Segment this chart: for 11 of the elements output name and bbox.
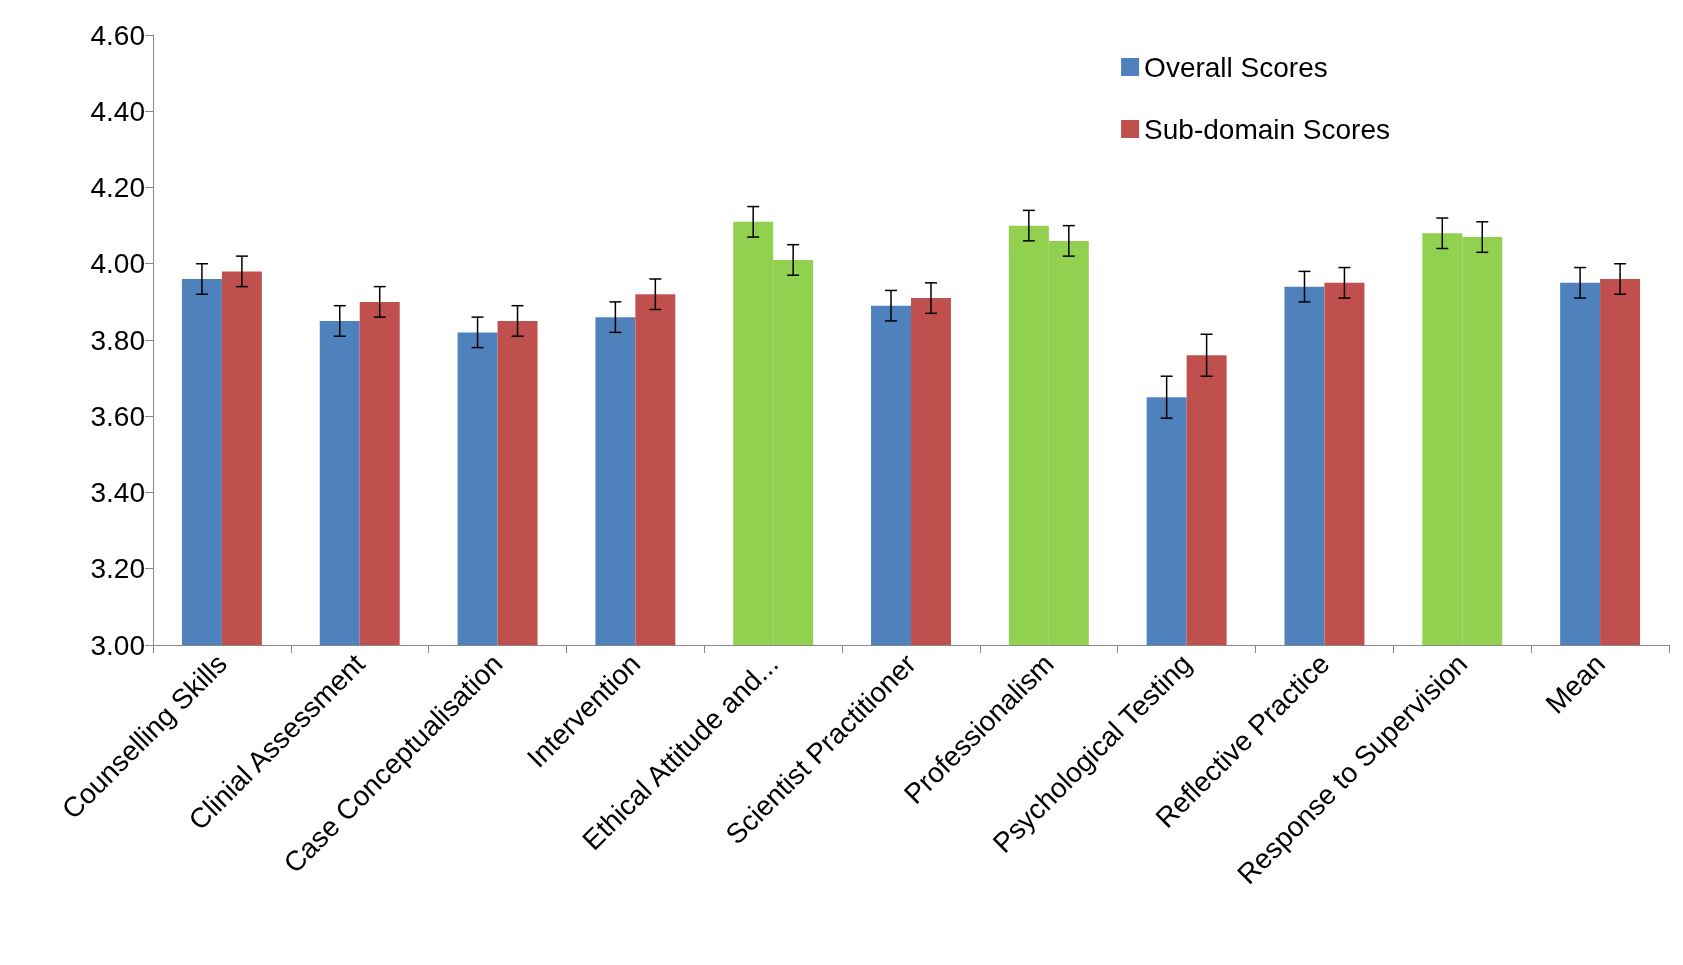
- y-tick-label: 3.20: [90, 553, 145, 585]
- y-tick-label: 3.60: [90, 400, 145, 432]
- legend-label: Sub-domain Scores: [1144, 113, 1390, 145]
- y-tick-label: 4.40: [90, 95, 145, 127]
- y-tick-label: 4.60: [90, 19, 145, 51]
- y-tick-label: 3.40: [90, 477, 145, 508]
- y-tick-label: 3.80: [90, 324, 145, 356]
- y-tick-label: 4.20: [90, 172, 145, 203]
- y-tick-label: 3.00: [90, 629, 145, 661]
- legend-label: Overall Scores: [1144, 51, 1328, 83]
- y-tick-label: 4.00: [90, 248, 145, 280]
